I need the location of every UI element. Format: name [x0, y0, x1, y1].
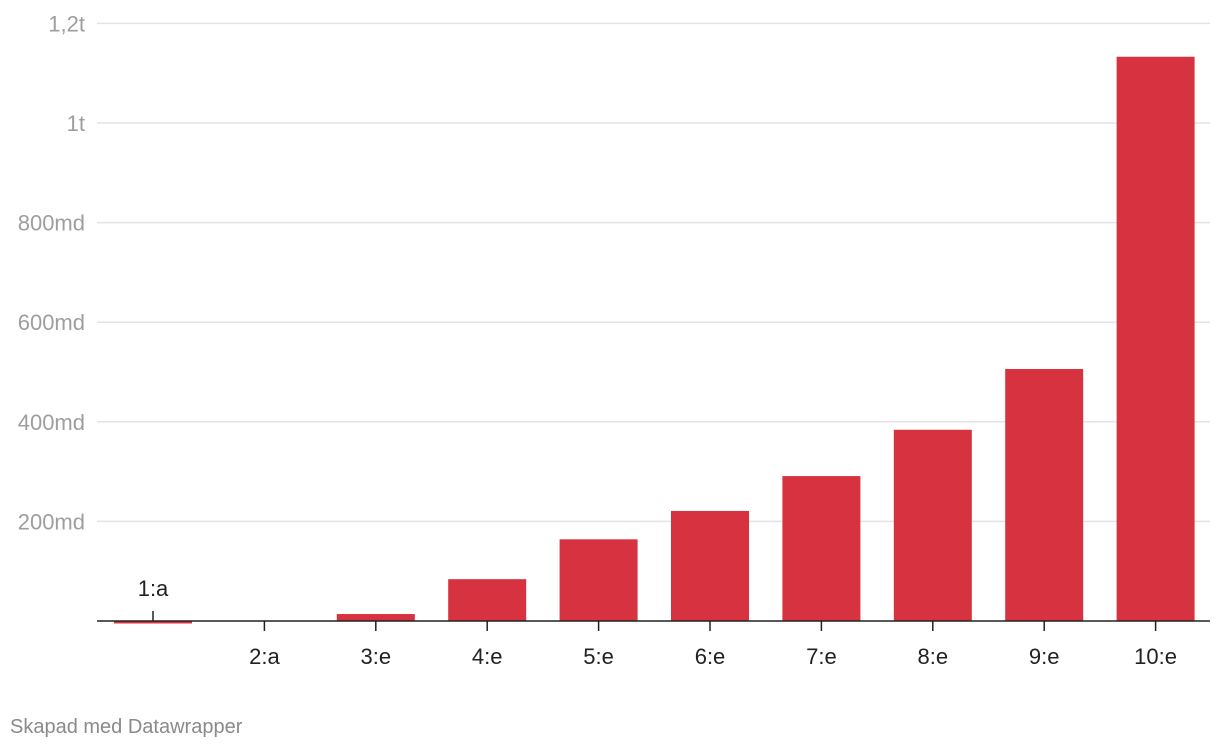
bar-3-e[interactable]	[336, 614, 415, 621]
y-tick-label: 600md	[18, 310, 85, 335]
x-tick-label: 1:a	[138, 576, 169, 601]
y-tick-label: 800md	[18, 211, 85, 236]
x-tick-label: 5:e	[583, 644, 614, 669]
bar-5-e[interactable]	[559, 539, 638, 621]
bar-9-e[interactable]	[1005, 369, 1084, 621]
x-tick-label: 2:a	[249, 644, 280, 669]
bars	[114, 56, 1195, 624]
bar-7-e[interactable]	[782, 476, 861, 621]
bar-1-a[interactable]	[114, 621, 192, 624]
y-tick-label: 1,2t	[48, 11, 85, 36]
x-axis-tick-labels: 1:a 2:a 3:e 4:e 5:e 6:e 7:e 8:e 9:e 10:e	[138, 576, 1177, 669]
x-tick-label: 3:e	[361, 644, 392, 669]
bar-8-e[interactable]	[893, 429, 972, 621]
y-axis-tick-labels: 200md 400md 600md 800md 1t 1,2t	[18, 11, 85, 534]
bar-6-e[interactable]	[671, 510, 749, 621]
x-tick-label: 6:e	[695, 644, 726, 669]
y-tick-label: 200md	[18, 509, 85, 534]
x-tick-label: 9:e	[1029, 644, 1060, 669]
bar-10-e[interactable]	[1116, 56, 1195, 622]
x-tick-label: 4:e	[472, 644, 503, 669]
x-tick-label: 8:e	[918, 644, 949, 669]
x-tick-label: 10:e	[1134, 644, 1177, 669]
x-tick-label: 7:e	[806, 644, 837, 669]
y-tick-label: 400md	[18, 410, 85, 435]
y-tick-label: 1t	[67, 111, 85, 136]
x-axis	[97, 611, 1210, 631]
datawrapper-credit[interactable]: Skapad med Datawrapper	[10, 716, 243, 738]
bar-4-e[interactable]	[448, 579, 527, 621]
